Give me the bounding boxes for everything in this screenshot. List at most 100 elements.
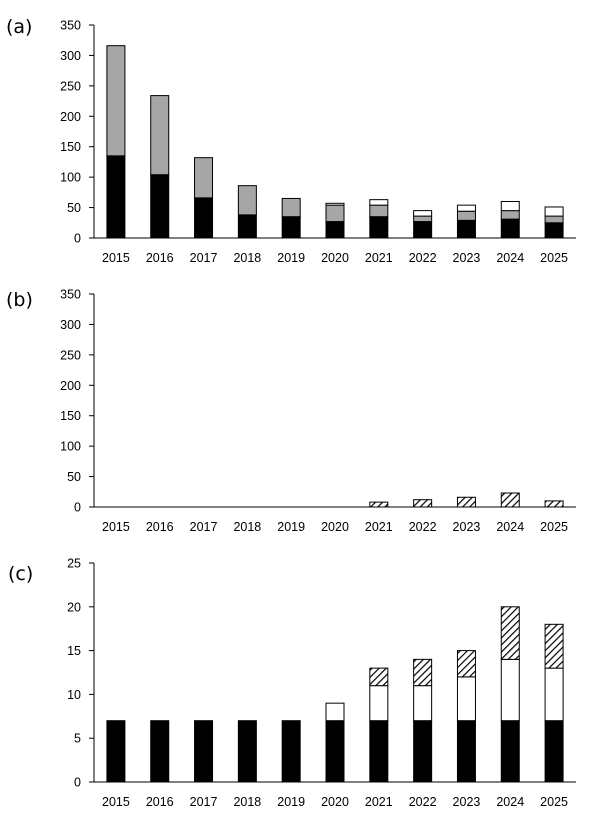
panel-b-bar-2022-series-0 xyxy=(413,499,433,508)
panel-c-x-tick-label: 2017 xyxy=(190,795,218,809)
panel-c-y-tick-label: 5 xyxy=(74,732,81,746)
panel-a-chart: 0 50 100 150 200 250 300 350 2015 2016 2017 2018 201… xyxy=(60,19,576,265)
panel-c-bar-2023-series-2 xyxy=(456,650,476,678)
panel-a-y-tick-label: 50 xyxy=(67,201,81,215)
panel-c-x-tick-label: 2024 xyxy=(496,795,524,809)
panel-c-y-tick-label: 0 xyxy=(74,776,81,790)
panel-b-x-tick-label: 2018 xyxy=(233,520,261,534)
panel-c-bar-2018-series-0 xyxy=(237,720,257,783)
panel-a-x-tick-label: 2015 xyxy=(102,251,130,265)
panel-c-x-tick-label: 2021 xyxy=(365,795,393,809)
panel-c-bar-2025-series-2 xyxy=(544,623,564,669)
panel-a-bar-2024-series-2 xyxy=(500,200,520,212)
panel-a-y-tick-label: 200 xyxy=(60,110,81,124)
panel-a-y-tick-label: 350 xyxy=(60,19,81,33)
panel-a-bar-2022-series-1 xyxy=(413,215,433,223)
panel-a-x-tick-label: 2018 xyxy=(233,251,261,265)
panel-c-bar-2024-series-0 xyxy=(500,720,520,783)
panel-a-bar-2024-series-0 xyxy=(500,218,520,239)
panel-a-y-tick-label: 150 xyxy=(60,140,81,154)
panel-c-x-tick-label: 2016 xyxy=(146,795,174,809)
panel-b-x-tick-label: 2025 xyxy=(540,520,568,534)
panel-a-bar-2025-series-1 xyxy=(544,215,564,224)
panel-a-bar-2022-series-2 xyxy=(413,210,433,217)
panel-c-y-tick-label: 10 xyxy=(67,688,81,702)
panel-a-bar-2021-series-2 xyxy=(369,199,389,206)
panel-a-x-tick-label: 2022 xyxy=(409,251,437,265)
panel-b-y-tick-label: 50 xyxy=(67,470,81,484)
panel-b-y-tick-label: 150 xyxy=(60,409,81,423)
panel-a-bar-2018-series-0 xyxy=(237,214,257,239)
panel-b-y-tick-label: 0 xyxy=(74,501,81,515)
panel-c-bar-2020-series-1 xyxy=(325,702,345,722)
panel-c-label: (c) xyxy=(8,563,33,585)
panel-c-x-tick-label: 2019 xyxy=(277,795,305,809)
panel-a-bar-2021-series-1 xyxy=(369,204,389,218)
panel-c-bar-2017-series-0 xyxy=(194,720,214,783)
panel-a-x-tick-label: 2019 xyxy=(277,251,305,265)
panel-c-bar-2025-series-1 xyxy=(544,667,564,722)
panel-a-x-tick-label: 2021 xyxy=(365,251,393,265)
panel-c-bar-2025-series-0 xyxy=(544,720,564,783)
panel-c-bar-2024-series-1 xyxy=(500,658,520,722)
panel-c-bar-2016-series-0 xyxy=(150,720,170,783)
panel-c-bar-2020-series-0 xyxy=(325,720,345,783)
panel-a-bar-2023-series-1 xyxy=(456,210,476,221)
panel-c-x-tick-label: 2018 xyxy=(233,795,261,809)
panel-a-bar-2020-series-2 xyxy=(325,202,345,206)
panel-c-bar-2024-series-2 xyxy=(500,606,520,660)
panel-a-bar-2015-series-0 xyxy=(106,155,126,239)
panel-b: (b) 0 50 100 150 200 250 300 350 2015 2016 2017 201… xyxy=(6,288,576,534)
panel-c-y-tick-label: 20 xyxy=(67,600,81,614)
panel-b-x-tick-label: 2021 xyxy=(365,520,393,534)
panel-a-x-tick-label: 2017 xyxy=(190,251,218,265)
panel-b-y-tick-label: 250 xyxy=(60,348,81,362)
panel-b-x-tick-label: 2019 xyxy=(277,520,305,534)
panel-b-bar-2025-series-0 xyxy=(544,500,564,508)
panel-a-x-tick-label: 2025 xyxy=(540,251,568,265)
panel-c-x-tick-label: 2015 xyxy=(102,795,130,809)
panel-c-y-tick-label: 15 xyxy=(67,644,81,658)
panel-c-bar-2022-series-1 xyxy=(413,685,433,722)
panel-c-x-tick-label: 2022 xyxy=(409,795,437,809)
panel-a-bar-2018-series-1 xyxy=(237,185,257,216)
panel-b-bar-2024-series-0 xyxy=(500,492,520,508)
panel-b-x-tick-label: 2015 xyxy=(102,520,130,534)
panel-a-bar-2025-series-0 xyxy=(544,222,564,239)
panel-a-y-tick-label: 250 xyxy=(60,79,81,93)
panel-a-bar-2021-series-0 xyxy=(369,216,389,239)
panel-c-bar-2023-series-0 xyxy=(456,720,476,783)
panel-c-x-tick-label: 2025 xyxy=(540,795,568,809)
panel-a-bar-2019-series-0 xyxy=(281,216,301,239)
panel-c-bar-2019-series-0 xyxy=(281,720,301,783)
panel-a-y-tick-label: 0 xyxy=(74,232,81,246)
panel-a-bar-2020-series-1 xyxy=(325,204,345,223)
panel-a: (a) 0 50 100 150 200 250 300 350 2015 2016 2017 201… xyxy=(6,16,576,265)
panel-b-label: (b) xyxy=(6,289,33,311)
panel-c-x-tick-label: 2023 xyxy=(453,795,481,809)
panel-b-x-tick-label: 2023 xyxy=(453,520,481,534)
panel-b-y-tick-label: 200 xyxy=(60,379,81,393)
panel-c-bar-2022-series-2 xyxy=(413,658,433,687)
panel-a-label: (a) xyxy=(6,16,32,38)
panel-c-bar-2015-series-0 xyxy=(106,720,126,783)
panel-a-bar-2015-series-1 xyxy=(106,45,126,157)
panel-a-bar-2017-series-0 xyxy=(194,197,214,239)
panel-a-x-tick-label: 2024 xyxy=(496,251,524,265)
panel-b-x-tick-label: 2017 xyxy=(190,520,218,534)
panel-a-x-tick-label: 2016 xyxy=(146,251,174,265)
panel-a-bar-2024-series-1 xyxy=(500,210,520,220)
panel-b-bar-2023-series-0 xyxy=(456,496,476,508)
panel-b-x-tick-label: 2024 xyxy=(496,520,524,534)
panel-b-y-tick-label: 350 xyxy=(60,288,81,302)
panel-a-bar-2016-series-0 xyxy=(150,174,170,239)
panel-b-x-tick-label: 2016 xyxy=(146,520,174,534)
panel-a-y-tick-label: 100 xyxy=(60,171,81,185)
panel-a-bar-2025-series-2 xyxy=(544,206,564,217)
panel-b-y-tick-label: 300 xyxy=(60,318,81,332)
panel-c-x-tick-label: 2020 xyxy=(321,795,349,809)
panel-c-bar-2021-series-1 xyxy=(369,685,389,722)
panel-c-bar-2021-series-2 xyxy=(369,667,389,687)
panel-b-x-tick-label: 2020 xyxy=(321,520,349,534)
